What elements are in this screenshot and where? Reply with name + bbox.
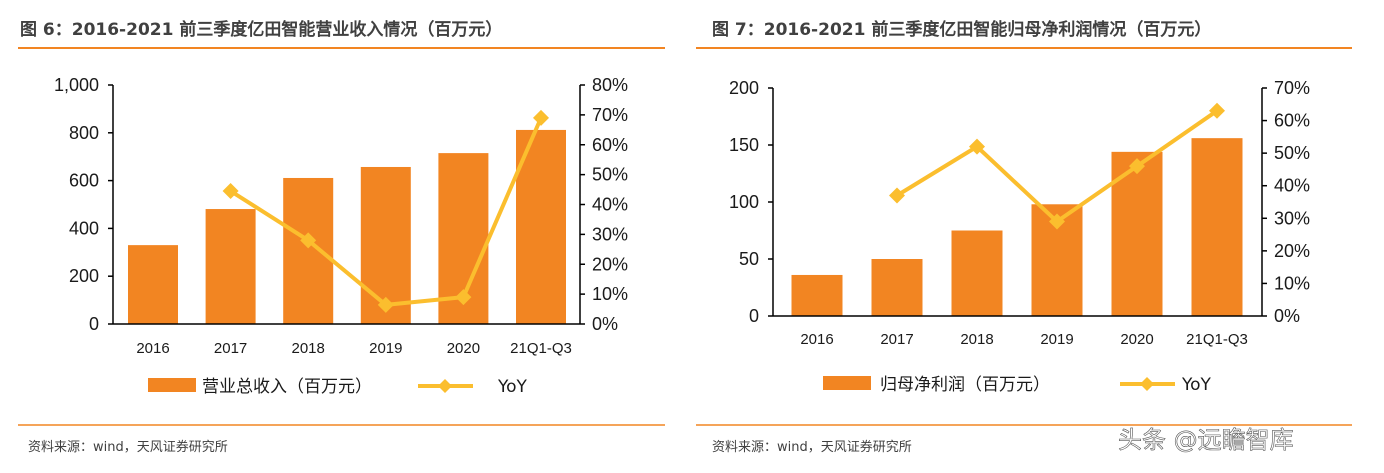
category-label: 2018 [960, 331, 993, 348]
right-tick-label: 40% [592, 195, 628, 215]
right-tick-label: 70% [592, 105, 628, 125]
category-label: 2016 [136, 340, 169, 357]
legend-bar-label: 归母净利润（百万元） [880, 375, 1050, 395]
right-tick-label: 60% [592, 135, 628, 155]
legend-diamond-icon [438, 379, 452, 393]
chart-6: 图 6：2016-2021 前三季度亿田智能营业收入情况（百万元） 0 200 40… [18, 19, 665, 455]
legend-line-label: YoY [1181, 375, 1212, 395]
source-note: 资料来源：wind，天风证券研究所 [712, 439, 912, 455]
category-label: 2020 [1120, 331, 1153, 348]
yoy-marker-2017 [889, 187, 905, 204]
yoy-marker-2019 [377, 296, 394, 313]
left-tick-label: 1,000 [54, 75, 99, 95]
left-tick-label: 100 [729, 192, 759, 212]
category-label: 2018 [292, 340, 325, 357]
left-tick-label: 600 [69, 171, 99, 191]
watermark: 头条 @远瞻智库 [1118, 426, 1294, 454]
left-tick-label: 0 [89, 314, 99, 334]
chart-7: 图 7：2016-2021 前三季度亿田智能归母净利润情况（百万元） 0 50 10… [696, 19, 1352, 455]
right-tick-label: 50% [1274, 143, 1310, 163]
left-tick-label: 800 [69, 123, 99, 143]
right-tick-label: 20% [1274, 241, 1310, 261]
chart-6-plot: 0 200 400 600 800 1,000 0% 10% 20% 30% 40% 50% 60% 70… [54, 75, 628, 397]
legend-diamond-icon [1140, 377, 1154, 391]
left-tick-label: 50 [739, 249, 759, 269]
right-tick-label: 20% [592, 254, 628, 274]
category-label: 2019 [1040, 331, 1073, 348]
bar-21Q1-Q3 [516, 129, 566, 324]
yoy-marker-2017 [222, 183, 239, 200]
yoy-marker-21Q1-Q3 [533, 109, 549, 126]
bar-2016 [791, 274, 843, 316]
bar-2017 [871, 259, 923, 316]
right-tick-label: 70% [1274, 78, 1310, 98]
category-label: 2020 [447, 340, 480, 357]
right-tick-label: 0% [1274, 306, 1300, 326]
legend-bar-label: 营业总收入（百万元） [202, 377, 372, 397]
left-tick-label: 400 [69, 218, 99, 238]
category-label: 2017 [214, 340, 247, 357]
bar-2018 [283, 177, 334, 324]
yoy-marker-2018 [969, 138, 985, 155]
right-tick-label: 30% [592, 224, 628, 244]
right-tick-label: 10% [592, 284, 628, 304]
left-tick-label: 200 [69, 266, 99, 286]
category-label: 2017 [880, 331, 913, 348]
category-label: 21Q1-Q3 [1186, 331, 1248, 348]
source-note: 资料来源：wind，天风证券研究所 [28, 439, 228, 455]
right-tick-label: 40% [1274, 176, 1310, 196]
right-tick-label: 0% [592, 314, 618, 334]
yoy-marker-2018 [300, 232, 317, 249]
chart-7-plot: 0 50 100 150 200 0% 10% 20% 30% 40% 50% 60% 70% 2016 2… [729, 78, 1310, 395]
bar-2016 [128, 245, 178, 324]
left-tick-label: 150 [729, 135, 759, 155]
category-label: 2016 [800, 331, 833, 348]
yoy-marker-2020 [1129, 158, 1145, 175]
right-tick-label: 60% [1274, 111, 1310, 131]
category-label: 21Q1-Q3 [510, 340, 572, 357]
bar-2018 [951, 230, 1003, 316]
yoy-marker-2019 [1049, 213, 1065, 230]
left-tick-label: 0 [749, 306, 759, 326]
yoy-marker-2020 [455, 289, 472, 306]
chart-title: 图 6：2016-2021 前三季度亿田智能营业收入情况（百万元） [20, 19, 502, 40]
right-tick-label: 10% [1274, 273, 1310, 293]
category-label: 2019 [369, 340, 402, 357]
left-tick-label: 200 [729, 78, 759, 98]
right-tick-label: 80% [592, 75, 628, 95]
legend-line-label: YoY [497, 377, 528, 397]
chart-title: 图 7：2016-2021 前三季度亿田智能归母净利润情况（百万元） [712, 19, 1211, 40]
bar-21Q1-Q3 [1191, 138, 1243, 316]
legend-bar-swatch [823, 376, 871, 390]
legend-bar-swatch [148, 378, 196, 392]
yoy-marker-21Q1-Q3 [1209, 102, 1225, 119]
right-tick-label: 50% [592, 165, 628, 185]
bar-2017 [205, 209, 256, 324]
right-tick-label: 30% [1274, 208, 1310, 228]
